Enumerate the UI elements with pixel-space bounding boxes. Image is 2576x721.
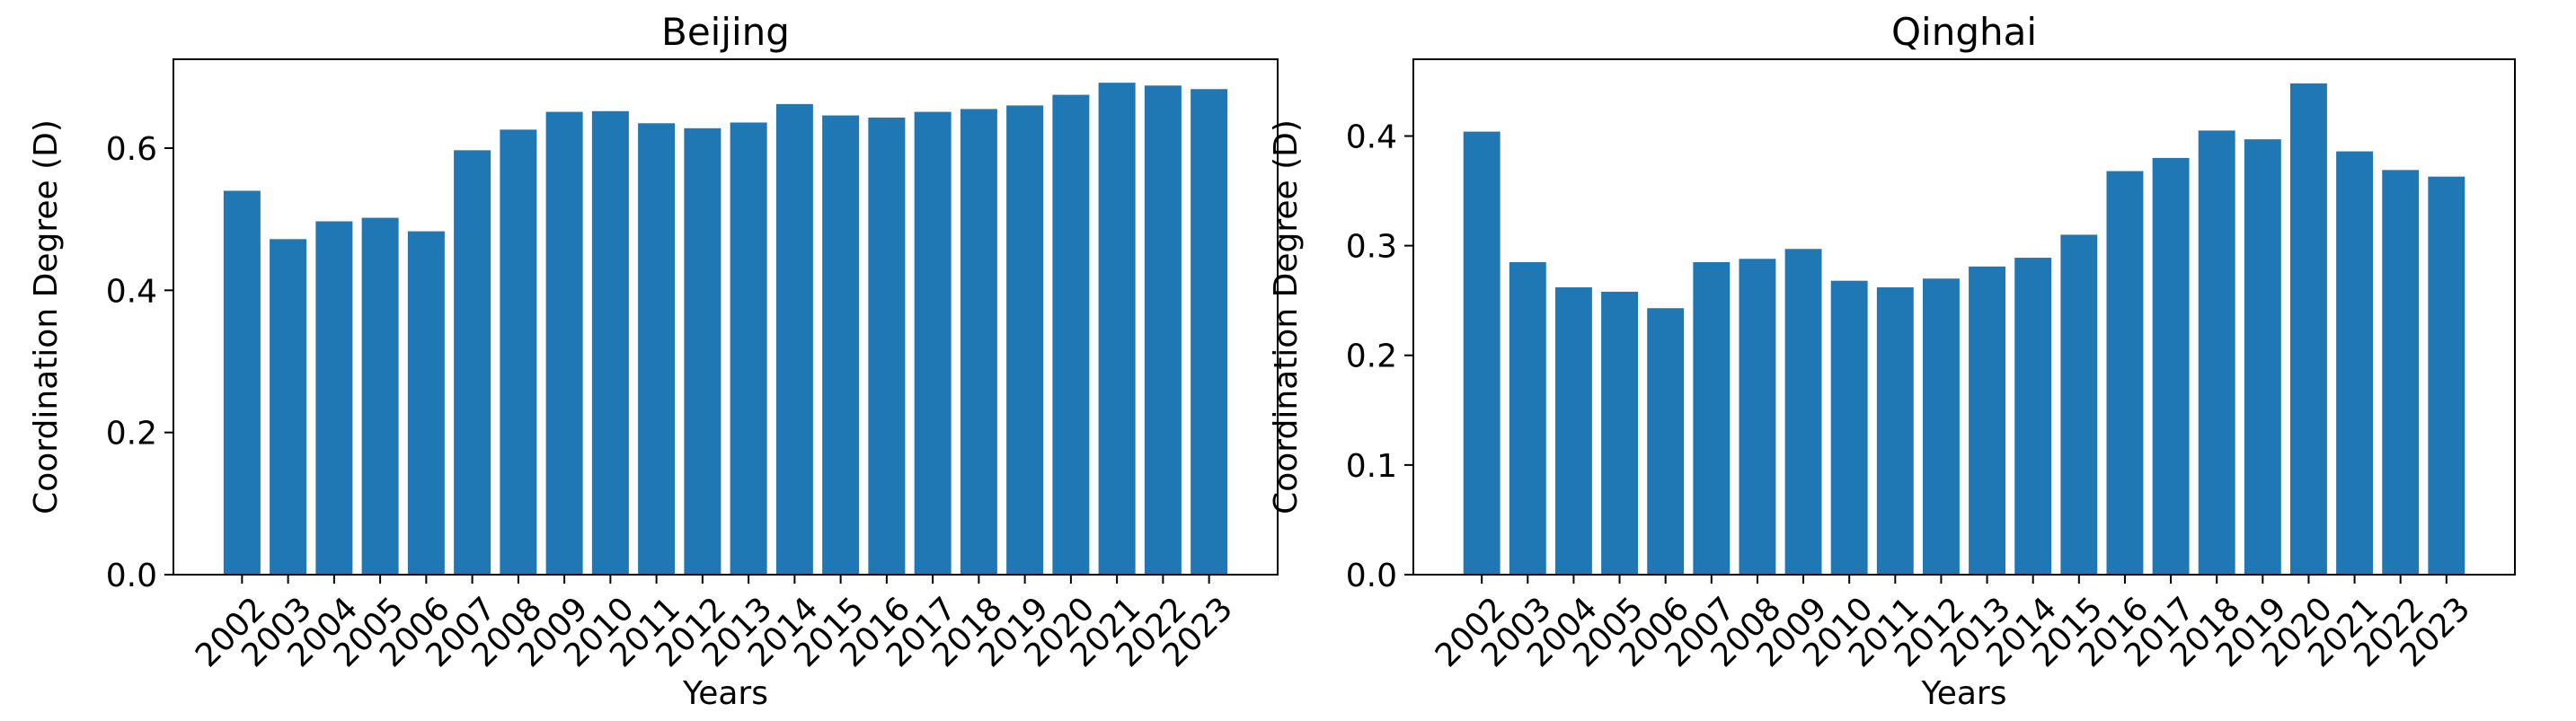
y-tick-label: 0.2 [106, 416, 157, 453]
y-tick-label: 0.0 [106, 558, 157, 594]
y-tick-label: 0.6 [106, 131, 157, 168]
bar-2017 [2152, 157, 2190, 575]
bar-2018 [960, 109, 997, 576]
y-axis-label: Coordination Degree (D) [28, 119, 65, 514]
bar-2015 [822, 115, 860, 576]
bar-2021 [2336, 151, 2374, 575]
bar-2010 [591, 110, 629, 576]
bar-2012 [684, 127, 721, 576]
y-axis-label: Coordination Degree (D) [1268, 119, 1305, 514]
bar-2013 [1969, 266, 2006, 575]
bar-2014 [2014, 258, 2052, 575]
bar-2011 [1876, 287, 1914, 575]
bar-2003 [270, 239, 307, 575]
bar-2023 [1191, 89, 1228, 575]
plot-frame [173, 58, 1279, 576]
bar-2019 [2244, 139, 2281, 575]
bar-2008 [1739, 259, 1776, 575]
bar-2006 [407, 231, 445, 575]
bar-2004 [315, 221, 353, 575]
bar-2014 [775, 103, 813, 575]
bar-2002 [1463, 131, 1500, 575]
y-tick-label: 0.1 [1346, 448, 1397, 485]
bar-2021 [1098, 83, 1136, 575]
bar-2004 [1554, 287, 1592, 575]
bar-2002 [223, 190, 261, 575]
bar-2009 [1784, 249, 1822, 575]
bar-2005 [1601, 291, 1639, 575]
chart-title-qinghai: Qinghai [1891, 10, 2037, 54]
bar-2022 [2382, 170, 2420, 575]
bar-2020 [1052, 94, 1090, 576]
chart-panel-qinghai: 0.00.10.20.30.42002200320042005200620072… [1268, 10, 2516, 712]
y-tick-label: 0.2 [1346, 339, 1397, 375]
bar-2012 [1922, 278, 1960, 575]
x-axis-label: Years [682, 675, 768, 712]
bar-2020 [2289, 83, 2327, 576]
bar-2018 [2198, 130, 2235, 575]
bar-2003 [1509, 261, 1546, 575]
y-tick-label: 0.4 [106, 273, 157, 310]
bar-2007 [454, 150, 491, 575]
plot-frame [1412, 58, 2516, 576]
y-tick-label: 0.4 [1346, 119, 1397, 155]
x-axis-label: Years [1921, 675, 2007, 712]
bar-2011 [638, 123, 676, 575]
bar-2016 [2106, 171, 2144, 575]
bar-2008 [500, 129, 537, 575]
y-tick-label: 0.0 [1346, 558, 1397, 594]
bar-2019 [1006, 105, 1044, 575]
y-tick-label: 0.3 [1346, 229, 1397, 266]
bar-2007 [1693, 261, 1731, 575]
bar-2005 [361, 217, 399, 576]
bar-2022 [1144, 85, 1182, 576]
bar-2010 [1830, 280, 1868, 575]
bar-2006 [1647, 308, 1685, 575]
bar-2016 [868, 117, 906, 576]
bar-2015 [2060, 234, 2098, 575]
bar-2009 [545, 111, 583, 576]
bar-2013 [730, 122, 767, 575]
chart-title-beijing: Beijing [661, 10, 790, 54]
bar-2017 [914, 111, 952, 576]
bar-2023 [2428, 176, 2465, 575]
